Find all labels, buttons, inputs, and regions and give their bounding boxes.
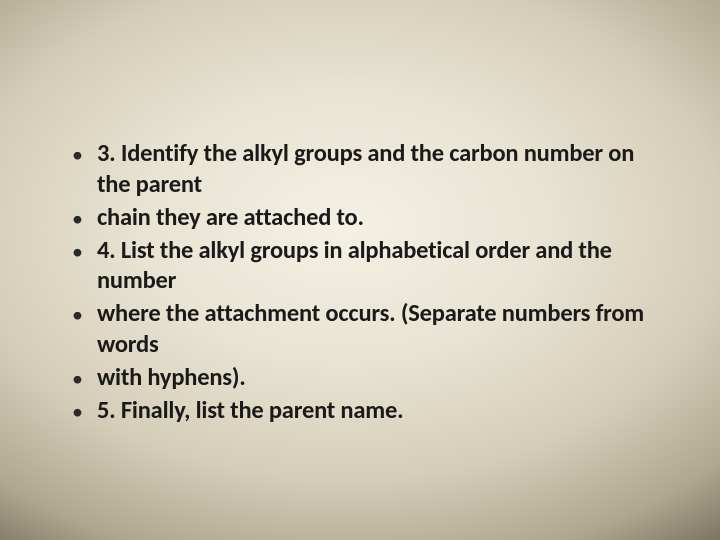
bullet-list: • 3. Identify the alkyl groups and the c… xyxy=(72,138,660,428)
bullet-text: where the attachment occurs. (Separate n… xyxy=(97,298,660,360)
bullet-icon: • xyxy=(72,208,83,230)
bullet-icon: • xyxy=(72,368,83,390)
bullet-text: with hyphens). xyxy=(97,362,246,393)
bullet-text: 4. List the alkyl groups in alphabetical… xyxy=(97,235,660,297)
slide-canvas: • 3. Identify the alkyl groups and the c… xyxy=(0,0,720,540)
list-item: • with hyphens). xyxy=(72,362,660,393)
list-item: • 5. Finally, list the parent name. xyxy=(72,395,660,426)
list-item: • where the attachment occurs. (Separate… xyxy=(72,298,660,360)
bullet-text: 5. Finally, list the parent name. xyxy=(97,395,404,426)
bullet-text: chain they are attached to. xyxy=(97,202,364,233)
list-item: • chain they are attached to. xyxy=(72,202,660,233)
bullet-icon: • xyxy=(72,304,83,326)
bullet-icon: • xyxy=(72,241,83,263)
list-item: • 4. List the alkyl groups in alphabetic… xyxy=(72,235,660,297)
bullet-text: 3. Identify the alkyl groups and the car… xyxy=(97,138,660,200)
bullet-icon: • xyxy=(72,401,83,423)
bullet-icon: • xyxy=(72,144,83,166)
list-item: • 3. Identify the alkyl groups and the c… xyxy=(72,138,660,200)
